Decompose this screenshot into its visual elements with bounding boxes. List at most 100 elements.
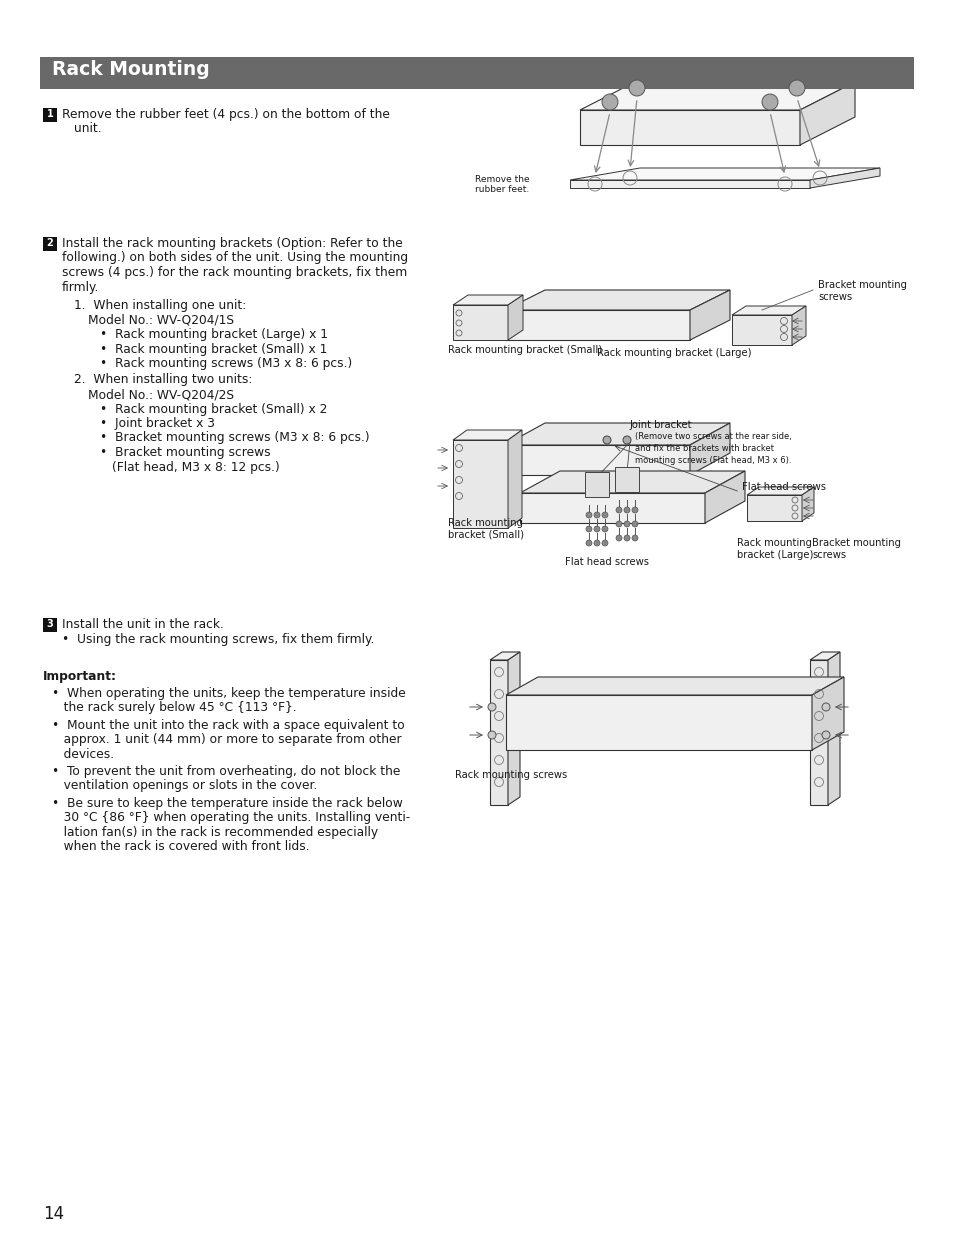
Polygon shape bbox=[519, 471, 744, 494]
Text: Install the rack mounting brackets (Option: Refer to the: Install the rack mounting brackets (Opti… bbox=[62, 238, 402, 250]
Polygon shape bbox=[453, 440, 507, 528]
Text: (Flat head, M3 x 8: 12 pcs.): (Flat head, M3 x 8: 12 pcs.) bbox=[112, 460, 279, 474]
Text: •  Rack mounting bracket (Large) x 1: • Rack mounting bracket (Large) x 1 bbox=[100, 328, 328, 341]
Circle shape bbox=[628, 80, 644, 96]
Circle shape bbox=[594, 512, 599, 518]
Bar bbox=[43, 238, 57, 251]
Polygon shape bbox=[811, 677, 843, 750]
Polygon shape bbox=[504, 423, 729, 445]
Circle shape bbox=[631, 534, 638, 541]
Text: Model No.: WV-Q204/2S: Model No.: WV-Q204/2S bbox=[88, 388, 233, 401]
Text: Model No.: WV-Q204/1S: Model No.: WV-Q204/1S bbox=[88, 313, 233, 327]
Text: the rack surely below 45 °C {113 °F}.: the rack surely below 45 °C {113 °F}. bbox=[52, 701, 296, 714]
Circle shape bbox=[594, 526, 599, 532]
Polygon shape bbox=[746, 487, 813, 495]
Text: Rack mounting bracket (Small): Rack mounting bracket (Small) bbox=[448, 345, 601, 355]
Text: Rack Mounting: Rack Mounting bbox=[52, 61, 210, 79]
Text: Flat head screws: Flat head screws bbox=[741, 482, 825, 492]
Polygon shape bbox=[689, 423, 729, 475]
Polygon shape bbox=[453, 430, 521, 440]
Text: mounting screws (Flat head, M3 x 6).: mounting screws (Flat head, M3 x 6). bbox=[635, 456, 791, 465]
Text: Rack mounting
bracket (Large): Rack mounting bracket (Large) bbox=[737, 538, 813, 559]
Text: Joint bracket: Joint bracket bbox=[629, 421, 692, 430]
Text: •  Rack mounting bracket (Small) x 2: • Rack mounting bracket (Small) x 2 bbox=[100, 402, 327, 416]
Polygon shape bbox=[579, 110, 800, 145]
Text: when the rack is covered with front lids.: when the rack is covered with front lids… bbox=[52, 840, 310, 854]
Text: •  Be sure to keep the temperature inside the rack below: • Be sure to keep the temperature inside… bbox=[52, 797, 402, 810]
Text: Flat head screws: Flat head screws bbox=[564, 557, 648, 567]
Polygon shape bbox=[704, 471, 744, 523]
Text: •  Rack mounting screws (M3 x 8: 6 pcs.): • Rack mounting screws (M3 x 8: 6 pcs.) bbox=[100, 357, 352, 370]
Circle shape bbox=[616, 521, 621, 527]
Polygon shape bbox=[791, 306, 805, 345]
Circle shape bbox=[761, 94, 778, 110]
Text: 30 °C {86 °F} when operating the units. Installing venti-: 30 °C {86 °F} when operating the units. … bbox=[52, 811, 410, 825]
Text: Rack mounting screws: Rack mounting screws bbox=[455, 769, 567, 781]
Circle shape bbox=[821, 703, 829, 711]
Circle shape bbox=[623, 521, 629, 527]
Circle shape bbox=[631, 521, 638, 527]
Text: •  Mount the unit into the rack with a space equivalent to: • Mount the unit into the rack with a sp… bbox=[52, 719, 404, 731]
Text: •  When operating the units, keep the temperature inside: • When operating the units, keep the tem… bbox=[52, 687, 405, 699]
Text: •  Bracket mounting screws (M3 x 8: 6 pcs.): • Bracket mounting screws (M3 x 8: 6 pcs… bbox=[100, 432, 369, 444]
Bar bbox=[43, 618, 57, 632]
Polygon shape bbox=[827, 652, 840, 805]
Text: firmly.: firmly. bbox=[62, 281, 99, 293]
Text: 14: 14 bbox=[43, 1205, 64, 1223]
Polygon shape bbox=[689, 289, 729, 340]
Polygon shape bbox=[504, 445, 689, 475]
Polygon shape bbox=[490, 652, 519, 661]
Bar bbox=[615, 468, 639, 492]
Polygon shape bbox=[504, 289, 729, 310]
Text: and fix the brackets with bracket: and fix the brackets with bracket bbox=[635, 444, 773, 453]
Text: 1: 1 bbox=[47, 109, 53, 119]
Text: following.) on both sides of the unit. Using the mounting: following.) on both sides of the unit. U… bbox=[62, 251, 408, 265]
Text: •  Bracket mounting screws: • Bracket mounting screws bbox=[100, 447, 271, 459]
Text: 2: 2 bbox=[47, 238, 53, 247]
Polygon shape bbox=[490, 661, 507, 805]
Bar bbox=[43, 108, 57, 122]
Circle shape bbox=[585, 512, 592, 518]
Text: devices.: devices. bbox=[52, 747, 114, 761]
Circle shape bbox=[623, 507, 629, 513]
Text: •  Joint bracket x 3: • Joint bracket x 3 bbox=[100, 417, 214, 430]
Polygon shape bbox=[505, 695, 811, 750]
Polygon shape bbox=[519, 494, 704, 523]
Text: 2.  When installing two units:: 2. When installing two units: bbox=[74, 374, 253, 386]
Polygon shape bbox=[504, 310, 689, 340]
Bar bbox=[584, 473, 608, 497]
Text: Remove the rubber feet (4 pcs.) on the bottom of the: Remove the rubber feet (4 pcs.) on the b… bbox=[62, 108, 390, 121]
Polygon shape bbox=[505, 677, 843, 695]
Circle shape bbox=[631, 507, 638, 513]
Circle shape bbox=[616, 534, 621, 541]
Text: (Remove two screws at the rear side,: (Remove two screws at the rear side, bbox=[635, 432, 791, 442]
Text: •  Rack mounting bracket (Small) x 1: • Rack mounting bracket (Small) x 1 bbox=[100, 343, 327, 355]
Polygon shape bbox=[569, 168, 879, 181]
Polygon shape bbox=[800, 82, 854, 145]
Circle shape bbox=[585, 526, 592, 532]
Text: •  Using the rack mounting screws, fix them firmly.: • Using the rack mounting screws, fix th… bbox=[62, 632, 374, 646]
Polygon shape bbox=[453, 294, 522, 306]
Text: 3: 3 bbox=[47, 618, 53, 628]
Polygon shape bbox=[731, 306, 805, 315]
Circle shape bbox=[601, 94, 618, 110]
Text: approx. 1 unit (44 mm) or more to separate from other: approx. 1 unit (44 mm) or more to separa… bbox=[52, 734, 401, 746]
Text: unit.: unit. bbox=[74, 122, 102, 136]
Polygon shape bbox=[809, 168, 879, 188]
Polygon shape bbox=[507, 652, 519, 805]
Circle shape bbox=[594, 541, 599, 546]
Circle shape bbox=[488, 731, 496, 738]
Text: lation fan(s) in the rack is recommended especially: lation fan(s) in the rack is recommended… bbox=[52, 826, 377, 839]
Polygon shape bbox=[579, 82, 854, 110]
Polygon shape bbox=[453, 306, 507, 340]
Text: Rack mounting
bracket (Small): Rack mounting bracket (Small) bbox=[448, 518, 523, 539]
Circle shape bbox=[585, 541, 592, 546]
Text: 1.  When installing one unit:: 1. When installing one unit: bbox=[74, 299, 246, 312]
Polygon shape bbox=[731, 315, 791, 345]
Circle shape bbox=[601, 541, 607, 546]
Circle shape bbox=[788, 80, 804, 96]
Circle shape bbox=[601, 512, 607, 518]
Text: Important:: Important: bbox=[43, 670, 117, 683]
Text: Rack mounting bracket (Large): Rack mounting bracket (Large) bbox=[597, 348, 751, 357]
Text: Remove the
rubber feet.: Remove the rubber feet. bbox=[475, 174, 529, 194]
